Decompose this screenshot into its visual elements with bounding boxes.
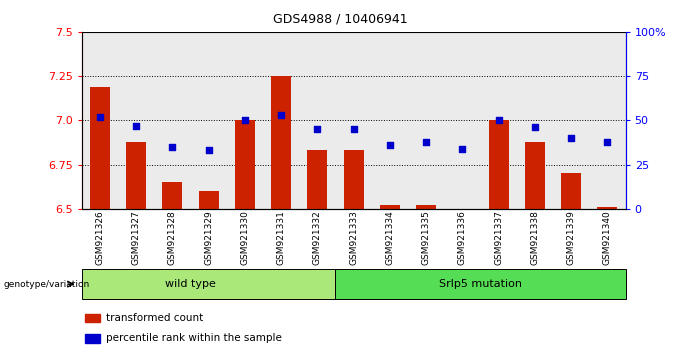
- Text: GSM921329: GSM921329: [204, 210, 213, 265]
- Bar: [126, 142, 146, 209]
- Bar: [263, 32, 299, 209]
- Bar: [372, 32, 408, 209]
- Bar: [517, 32, 553, 209]
- Bar: [553, 32, 590, 209]
- Point: [457, 146, 468, 152]
- Bar: [343, 150, 364, 209]
- Bar: [489, 120, 509, 209]
- Point: [275, 112, 286, 118]
- Bar: [154, 32, 190, 209]
- Bar: [335, 269, 626, 299]
- Bar: [416, 205, 436, 209]
- Bar: [561, 173, 581, 209]
- Bar: [226, 32, 263, 209]
- Point: [530, 125, 541, 130]
- Text: GSM921333: GSM921333: [349, 210, 358, 265]
- Point: [95, 114, 105, 120]
- Point: [384, 142, 395, 148]
- Bar: [444, 32, 481, 209]
- Bar: [299, 32, 335, 209]
- Text: GSM921337: GSM921337: [494, 210, 503, 265]
- Text: GSM921336: GSM921336: [458, 210, 467, 265]
- Text: GSM921332: GSM921332: [313, 210, 322, 265]
- Text: transformed count: transformed count: [105, 313, 203, 323]
- Point: [566, 135, 577, 141]
- Text: wild type: wild type: [165, 279, 216, 289]
- Text: GDS4988 / 10406941: GDS4988 / 10406941: [273, 12, 407, 25]
- Bar: [408, 32, 444, 209]
- Point: [348, 126, 359, 132]
- Bar: [199, 191, 218, 209]
- Point: [493, 118, 504, 123]
- Point: [167, 144, 177, 150]
- Bar: [271, 76, 291, 209]
- Bar: [190, 32, 226, 209]
- Bar: [84, 314, 99, 322]
- Bar: [481, 32, 517, 209]
- Bar: [598, 207, 617, 209]
- Text: GSM921328: GSM921328: [168, 210, 177, 265]
- Bar: [590, 32, 626, 209]
- Point: [602, 139, 613, 144]
- Bar: [163, 182, 182, 209]
- Text: GSM921334: GSM921334: [386, 210, 394, 265]
- Bar: [90, 87, 109, 209]
- Bar: [335, 32, 372, 209]
- Text: genotype/variation: genotype/variation: [3, 280, 90, 289]
- Bar: [82, 32, 118, 209]
- Text: Srlp5 mutation: Srlp5 mutation: [439, 279, 522, 289]
- Point: [421, 139, 432, 144]
- Text: percentile rank within the sample: percentile rank within the sample: [105, 333, 282, 343]
- Bar: [380, 205, 400, 209]
- Text: GSM921331: GSM921331: [277, 210, 286, 265]
- Bar: [82, 269, 335, 299]
- Bar: [235, 120, 255, 209]
- Text: GSM921326: GSM921326: [95, 210, 104, 265]
- Text: GSM921340: GSM921340: [603, 210, 612, 265]
- Text: GSM921330: GSM921330: [240, 210, 250, 265]
- Text: GSM921327: GSM921327: [131, 210, 141, 265]
- Text: GSM921339: GSM921339: [566, 210, 576, 265]
- Text: GSM921338: GSM921338: [530, 210, 539, 265]
- Text: GSM921335: GSM921335: [422, 210, 430, 265]
- Bar: [118, 32, 154, 209]
- Point: [312, 126, 323, 132]
- Point: [239, 118, 250, 123]
- Point: [203, 148, 214, 153]
- Point: [131, 123, 141, 129]
- Bar: [84, 334, 99, 343]
- Bar: [307, 150, 327, 209]
- Bar: [525, 142, 545, 209]
